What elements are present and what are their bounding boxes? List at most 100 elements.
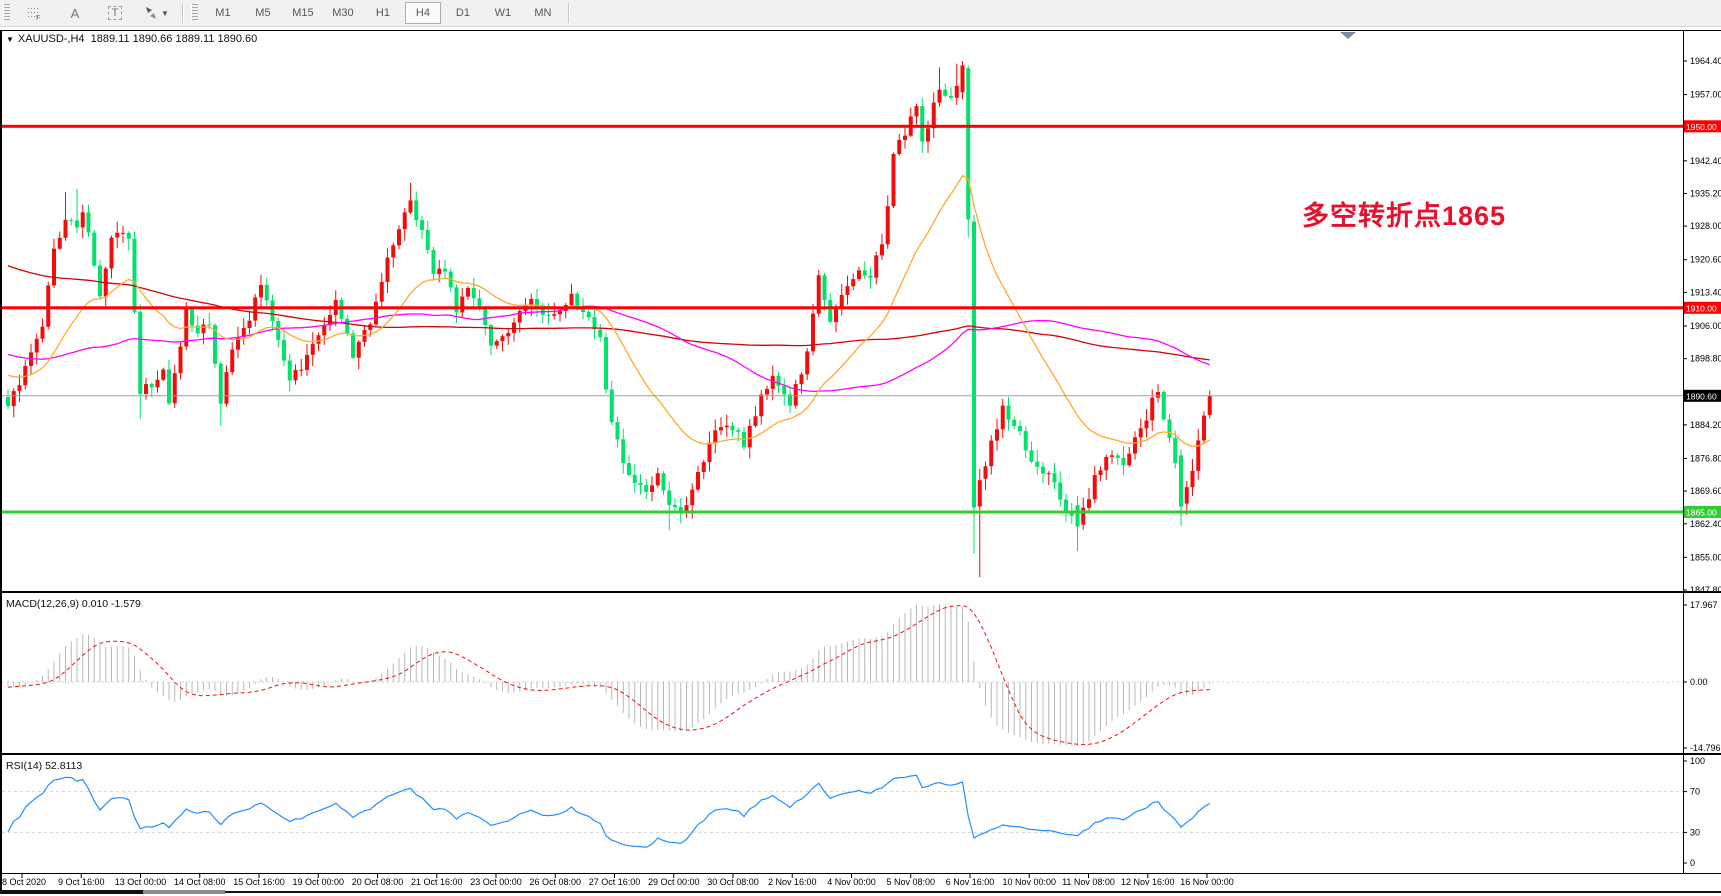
svg-text:1855.00: 1855.00 — [1690, 552, 1721, 562]
horizontal-line-1865[interactable] — [2, 510, 1683, 514]
svg-text:100: 100 — [1690, 756, 1705, 766]
price-badge-1910.00 — [1684, 301, 1721, 314]
chevron-down-icon[interactable]: ▼ — [161, 8, 169, 18]
svg-text:20 Oct 08:00: 20 Oct 08:00 — [352, 877, 404, 887]
svg-text:26 Oct 08:00: 26 Oct 08:00 — [529, 877, 581, 887]
svg-text:-14.796: -14.796 — [1690, 743, 1721, 753]
svg-text:4 Nov 00:00: 4 Nov 00:00 — [827, 877, 876, 887]
svg-text:1884.20: 1884.20 — [1690, 420, 1721, 430]
timeframe-button-MN[interactable]: MN — [534, 7, 552, 19]
svg-text:19 Oct 00:00: 19 Oct 00:00 — [292, 877, 344, 887]
toolbar-separator — [181, 3, 183, 23]
svg-text:1935.20: 1935.20 — [1690, 189, 1721, 199]
price-badge-1890.60 — [1684, 389, 1721, 402]
symbol-ohlc-text: XAUUSD-,H4 1889.11 1890.66 1889.11 1890.… — [17, 33, 258, 45]
svg-text:11 Nov 08:00: 11 Nov 08:00 — [1062, 877, 1115, 887]
timeframe-button-M15[interactable]: M15 — [292, 7, 314, 19]
svg-text:8 Oct 2020: 8 Oct 2020 — [2, 877, 46, 887]
toolbar: F A T ▼ M1 M5 M15 M30 H1 H4 D1 W1 MN — [0, 0, 1721, 27]
horizontal-scrollbar[interactable] — [0, 890, 1721, 894]
svg-text:2 Nov 16:00: 2 Nov 16:00 — [768, 877, 817, 887]
svg-text:30 Oct 08:00: 30 Oct 08:00 — [707, 877, 759, 887]
svg-text:30: 30 — [1690, 827, 1700, 837]
price-badge-1865.00 — [1684, 506, 1721, 518]
svg-text:1910.00: 1910.00 — [1686, 303, 1717, 313]
candlestick-series — [6, 61, 1212, 578]
timeframe-button-D1[interactable]: D1 — [455, 7, 470, 19]
svg-text:17.967: 17.967 — [1690, 600, 1718, 610]
price-badge-1950.00 — [1684, 120, 1721, 133]
svg-text:1862.40: 1862.40 — [1690, 519, 1721, 529]
horizontal-line-1910[interactable] — [2, 306, 1683, 310]
svg-text:29 Oct 00:00: 29 Oct 00:00 — [648, 877, 700, 887]
svg-text:0.00: 0.00 — [1690, 677, 1708, 687]
svg-text:1869.60: 1869.60 — [1690, 486, 1721, 496]
fibonacci-tool-icon: F — [28, 8, 40, 21]
svg-text:6 Nov 16:00: 6 Nov 16:00 — [946, 877, 995, 887]
rsi-axis: 100 70 30 0 — [1683, 756, 1705, 868]
toolbar-separator — [567, 3, 569, 23]
svg-text:5 Nov 08:00: 5 Nov 08:00 — [886, 877, 935, 887]
ma-slow-line — [7, 265, 1210, 361]
text-tool-button[interactable]: A — [57, 2, 93, 24]
rsi-indicator-label: RSI(14) 52.8113 — [6, 760, 83, 772]
svg-text:1898.80: 1898.80 — [1690, 354, 1721, 364]
timeframe-button-M30[interactable]: M30 — [332, 7, 354, 19]
arrows-tool-button[interactable]: ▼ — [137, 2, 175, 24]
svg-text:9 Oct 16:00: 9 Oct 16:00 — [58, 877, 105, 887]
svg-text:1865.00: 1865.00 — [1686, 508, 1717, 518]
label-tool-icon: T — [107, 6, 123, 20]
fibonacci-tool-button[interactable]: F — [17, 2, 53, 24]
timeframe-button-W1[interactable]: W1 — [494, 7, 512, 19]
timeframe-button-group: M1 M5 M15 M30 H1 H4 D1 W1 MN — [203, 2, 563, 24]
svg-text:15 Oct 16:00: 15 Oct 16:00 — [233, 877, 285, 887]
date-axis: 8 Oct 2020 9 Oct 16:00 13 Oct 00:00 14 Oct … — [2, 874, 1234, 887]
timeframe-button-H4[interactable]: H4 — [404, 2, 441, 24]
svg-text:10 Nov 00:00: 10 Nov 00:00 — [1002, 877, 1056, 887]
svg-text:12 Nov 16:00: 12 Nov 16:00 — [1121, 877, 1175, 887]
rsi-line — [7, 774, 1211, 848]
svg-text:14 Oct 08:00: 14 Oct 08:00 — [174, 877, 226, 887]
svg-text:1942.40: 1942.40 — [1690, 156, 1721, 166]
ma-fast-line — [7, 174, 1211, 448]
svg-text:21 Oct 16:00: 21 Oct 16:00 — [411, 877, 463, 887]
text-tool-icon: A — [70, 5, 80, 21]
svg-text:1890.60: 1890.60 — [1686, 391, 1717, 401]
arrows-tool-icon — [146, 7, 156, 19]
timeframe-button-M5[interactable]: M5 — [255, 7, 271, 19]
chevron-down-icon[interactable]: ▼ — [6, 34, 14, 44]
svg-text:70: 70 — [1690, 787, 1700, 797]
pane-borders — [0, 30, 1721, 890]
svg-text:27 Oct 16:00: 27 Oct 16:00 — [589, 877, 641, 887]
svg-text:1950.00: 1950.00 — [1686, 122, 1717, 132]
svg-text:F: F — [36, 15, 40, 21]
scroll-to-end-marker[interactable] — [1340, 32, 1356, 39]
macd-indicator-label: MACD(12,26,9) 0.010 -1.579 — [6, 598, 141, 610]
macd-signal-line — [7, 604, 1210, 746]
chart-annotation-text: 多空转折点1865 — [1302, 201, 1507, 231]
horizontal-line-1950[interactable] — [2, 124, 1683, 128]
svg-text:1913.40: 1913.40 — [1690, 287, 1721, 297]
scrollbar-thumb[interactable] — [143, 890, 225, 894]
svg-text:1906.00: 1906.00 — [1690, 321, 1721, 331]
macd-axis: 17.967 0.00 -14.796 — [1683, 600, 1721, 753]
svg-text:1847.80: 1847.80 — [1690, 585, 1721, 595]
price-axis: 1964.40 1957.00 1942.40 1935.20 1928.00 1920.… — [1683, 56, 1721, 595]
svg-text:1928.00: 1928.00 — [1690, 221, 1721, 231]
label-tool-button[interactable]: T — [97, 2, 133, 24]
macd-histogram — [7, 604, 1211, 746]
svg-text:1920.60: 1920.60 — [1690, 255, 1721, 265]
toolbar-drag-handle[interactable] — [3, 4, 10, 22]
svg-text:1964.40: 1964.40 — [1690, 56, 1721, 66]
svg-text:16 Nov 00:00: 16 Nov 00:00 — [1180, 877, 1234, 887]
svg-text:23 Oct 00:00: 23 Oct 00:00 — [470, 877, 522, 887]
svg-text:0: 0 — [1690, 858, 1695, 868]
toolbar-drag-handle[interactable] — [190, 4, 198, 22]
svg-text:13 Oct 00:00: 13 Oct 00:00 — [115, 877, 167, 887]
ma-mid-line — [7, 305, 1211, 393]
timeframe-button-H1[interactable]: H1 — [375, 7, 390, 19]
timeframe-button-M1[interactable]: M1 — [215, 7, 231, 19]
symbol-title: ▼ XAUUSD-,H4 1889.11 1890.66 1889.11 189… — [6, 33, 257, 45]
